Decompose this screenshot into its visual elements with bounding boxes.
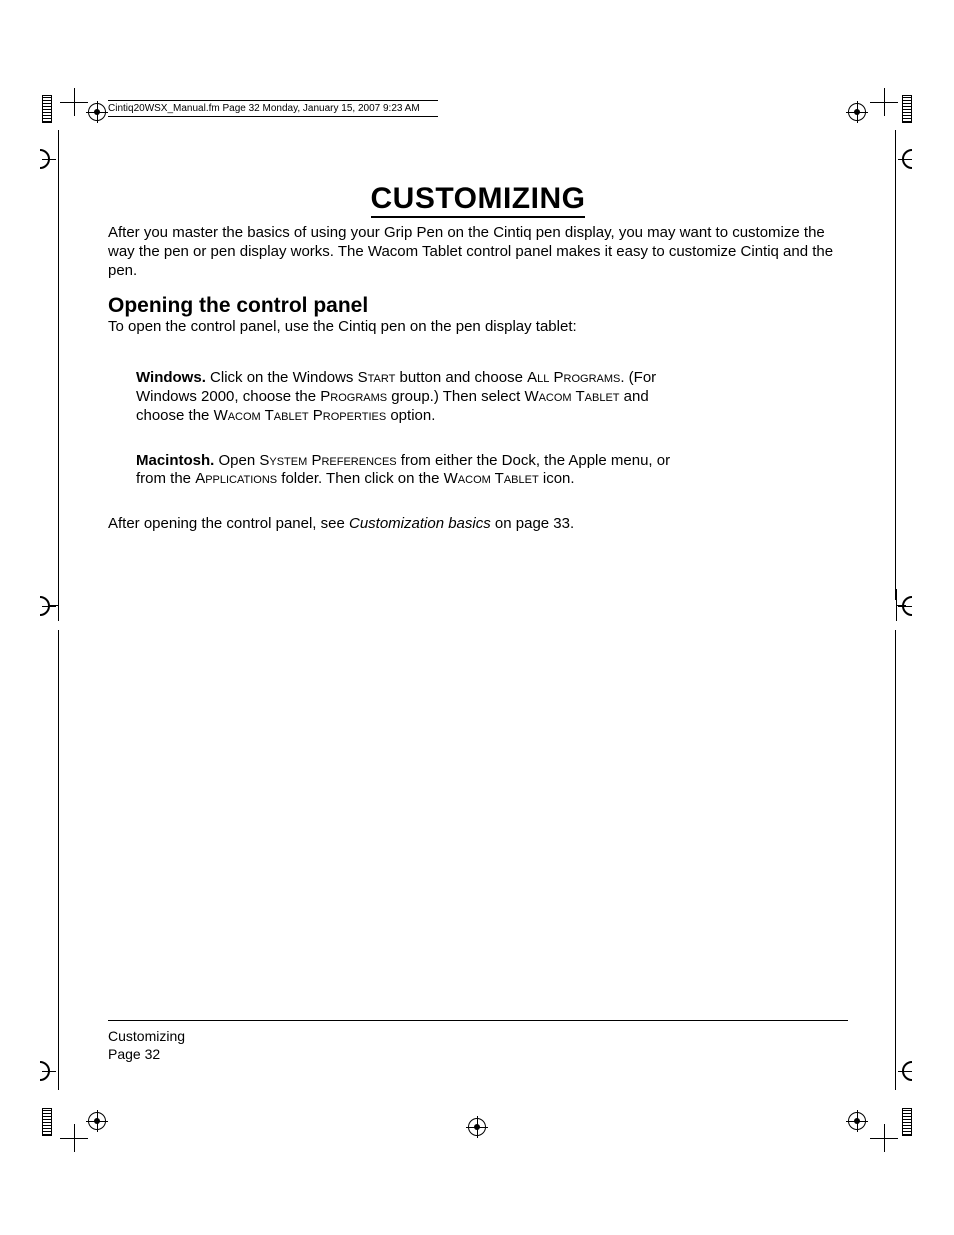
footer-page: Page 32 (108, 1045, 848, 1063)
closing-line: After opening the control panel, see Cus… (108, 515, 848, 532)
halfmark-left-mid (42, 595, 58, 617)
page-content: Cintiq20WSX_Manual.fm Page 32 Monday, Ja… (108, 100, 848, 547)
mac-label: Macintosh. (136, 452, 214, 469)
halfmark-left-bot (42, 1060, 58, 1082)
running-head: Cintiq20WSX_Manual.fm Page 32 Monday, Ja… (108, 100, 438, 117)
page-footer: Customizing Page 32 (108, 1020, 848, 1063)
mac-block: Macintosh. Open System Preferences from … (136, 452, 676, 490)
halfmark-right-mid (896, 595, 912, 617)
windows-block: Windows. Click on the Windows Start butt… (136, 369, 676, 425)
windows-label: Windows. (136, 369, 206, 386)
page-title: CUSTOMIZING (108, 182, 848, 216)
halfmark-right-bot (896, 1060, 912, 1082)
footer-section: Customizing (108, 1027, 848, 1045)
section-lead: To open the control panel, use the Cinti… (108, 318, 848, 335)
halfmark-right-top (896, 148, 912, 170)
section-heading: Opening the control panel (108, 294, 848, 318)
intro-paragraph: After you master the basics of using you… (108, 224, 848, 280)
halfmark-left-top (42, 148, 58, 170)
regmark-bottom-center (460, 1110, 494, 1144)
